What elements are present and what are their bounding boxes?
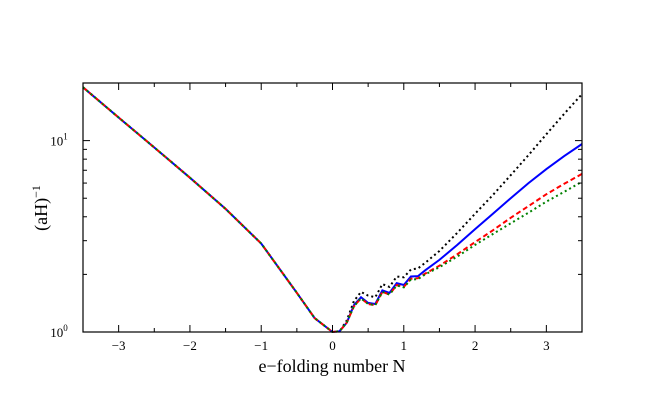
y-tick-label-exponent: 1 [63,132,68,142]
y-tick-label-base: 10 [50,134,63,149]
plot-frame [82,82,583,333]
series-line-4 [82,86,583,334]
x-tick-label: 3 [543,338,550,353]
x-tick-label: −3 [112,338,126,353]
x-tick-label: 0 [329,338,336,353]
y-tick-label: 100 [50,323,68,340]
x-axis-label: e−folding number N [258,356,405,376]
x-tick-label: −2 [183,338,197,353]
y-axis-label: (aH)−1 [29,185,52,231]
x-tick-label: 1 [401,338,408,353]
y-tick-label-exponent: 0 [63,323,68,333]
series-line-1 [82,86,583,334]
y-tick-label: 101 [50,132,68,149]
x-tick-label: −1 [254,338,268,353]
series-line-2 [82,86,583,334]
y-tick-label-base: 10 [50,325,63,340]
x-tick-label: 2 [472,338,479,353]
series-layer [82,86,583,334]
y-axis-label-exponent: −1 [29,185,43,198]
series-line-3 [82,86,583,334]
y-axis-label-base: (aH) [31,198,52,231]
